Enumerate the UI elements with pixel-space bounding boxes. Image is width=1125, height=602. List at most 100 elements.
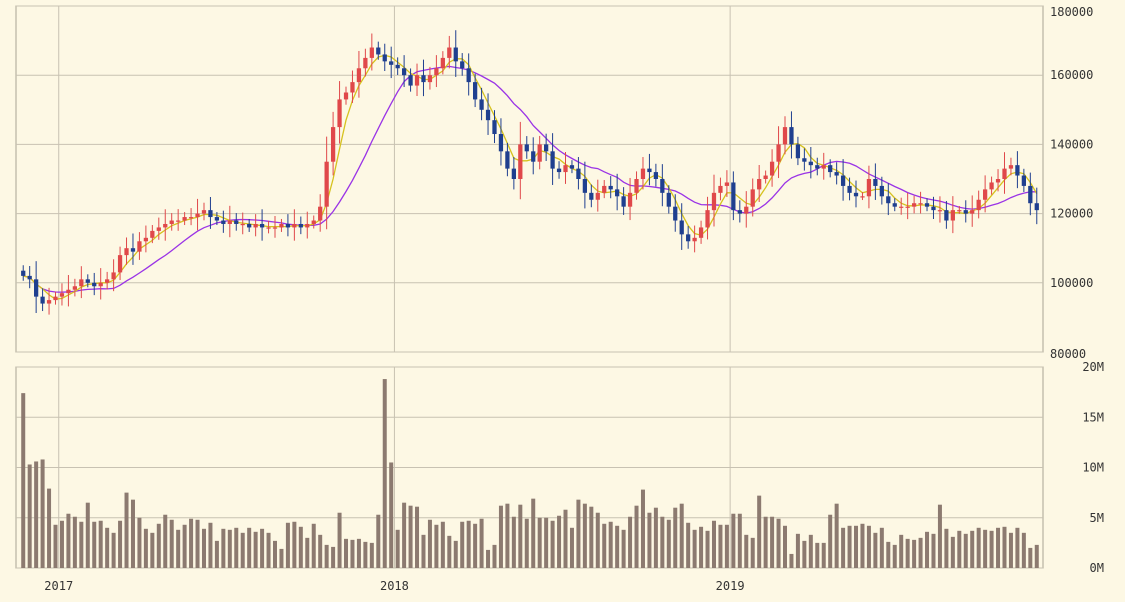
volume-bar [815, 542, 820, 568]
candle-body [221, 220, 226, 224]
volume-bar [782, 525, 788, 568]
candle-body [518, 144, 523, 179]
candle-body [531, 151, 536, 162]
ma-long-line [23, 65, 1037, 293]
candle-body [627, 192, 633, 207]
volume-tick-label: 5M [1090, 511, 1104, 525]
volume-bar [221, 528, 226, 568]
volume-bar [647, 512, 652, 568]
volume-bar [544, 517, 549, 568]
volume-bar [227, 529, 232, 568]
candle-body [46, 300, 52, 304]
volume-bar [737, 513, 742, 568]
candle-body [724, 182, 730, 186]
year-tick-label: 2018 [380, 579, 409, 593]
volume-tick-label: 0M [1090, 561, 1104, 575]
candle-body [737, 210, 742, 214]
volume-bar [150, 532, 155, 568]
candle-body [272, 227, 278, 229]
volume-bar [53, 524, 58, 568]
candle-body [66, 289, 71, 294]
candle-body [130, 248, 136, 252]
volume-bar [970, 530, 975, 568]
candle-body [718, 185, 723, 193]
volume-bar [402, 502, 407, 568]
volume-bar [356, 538, 361, 568]
volume-bar [505, 503, 510, 568]
volume-bar [524, 518, 529, 568]
candle-body [479, 99, 484, 110]
volume-bar [195, 519, 200, 568]
candle-body [324, 161, 329, 207]
candle-body [899, 206, 904, 208]
volume-bar [72, 516, 77, 568]
volume-bar [666, 519, 671, 568]
volume-bar [963, 533, 968, 568]
candle-body [970, 210, 975, 214]
volume-bar [886, 541, 891, 568]
volume-bar [931, 533, 936, 568]
candle-body [757, 179, 762, 190]
candle-body [595, 192, 600, 200]
candle-body [995, 179, 1001, 183]
candle-body [860, 196, 865, 198]
price-panel [15, 5, 1044, 353]
candle-body [976, 199, 981, 211]
volume-bar [899, 534, 904, 568]
candle-body [937, 210, 943, 212]
candle-body [660, 179, 665, 193]
volume-bar [486, 549, 491, 568]
candle-body [311, 220, 316, 224]
volume-bar [699, 526, 704, 568]
candle-body [92, 282, 97, 287]
volume-bar [770, 516, 775, 568]
candle-body [918, 203, 923, 205]
volume-bar [92, 521, 97, 568]
volume-bar [531, 498, 536, 568]
candle-body [666, 192, 671, 207]
volume-bar [950, 536, 955, 568]
candle-body [447, 47, 452, 58]
candle-body [679, 220, 684, 235]
volume-bar [111, 532, 116, 568]
volume-bar [247, 527, 252, 568]
volume-bar [189, 518, 194, 568]
candle-body [201, 210, 207, 214]
volume-bar [279, 548, 284, 568]
volume-bar [918, 537, 923, 568]
volume-bar [105, 527, 110, 568]
candle-body [434, 68, 439, 76]
candle-body [776, 144, 781, 162]
volume-bar [860, 523, 865, 568]
candle-body [544, 144, 549, 152]
candle-body [711, 192, 717, 211]
volume-bar [363, 541, 368, 568]
volume-bar [473, 523, 478, 568]
candle-body [963, 210, 968, 214]
candle-body [511, 168, 516, 179]
candle-body [866, 179, 872, 197]
candle-body [1021, 175, 1026, 186]
candle-body [298, 223, 303, 228]
candle-body [498, 134, 504, 152]
volume-bar [841, 527, 846, 568]
year-tick-label: 2019 [716, 579, 745, 593]
candle-body [1034, 203, 1039, 211]
volume-bar [408, 505, 413, 568]
volume-tick-label: 15M [1082, 410, 1104, 424]
volume-bar [673, 507, 678, 568]
price-axis: 180000 160000 140000 120000 100000 80000 [1050, 5, 1093, 361]
volume-bar [492, 544, 497, 568]
volume-bar [879, 527, 884, 568]
volume-bar [628, 516, 633, 568]
candle-body [137, 241, 142, 252]
candle-body [285, 223, 291, 228]
volume-bar [434, 524, 439, 568]
volume-bar [983, 529, 988, 568]
volume-bar [686, 522, 691, 568]
volume-bar [21, 393, 26, 568]
volume-bar [763, 516, 768, 568]
candle-body [188, 217, 194, 219]
candle-body [815, 165, 820, 169]
